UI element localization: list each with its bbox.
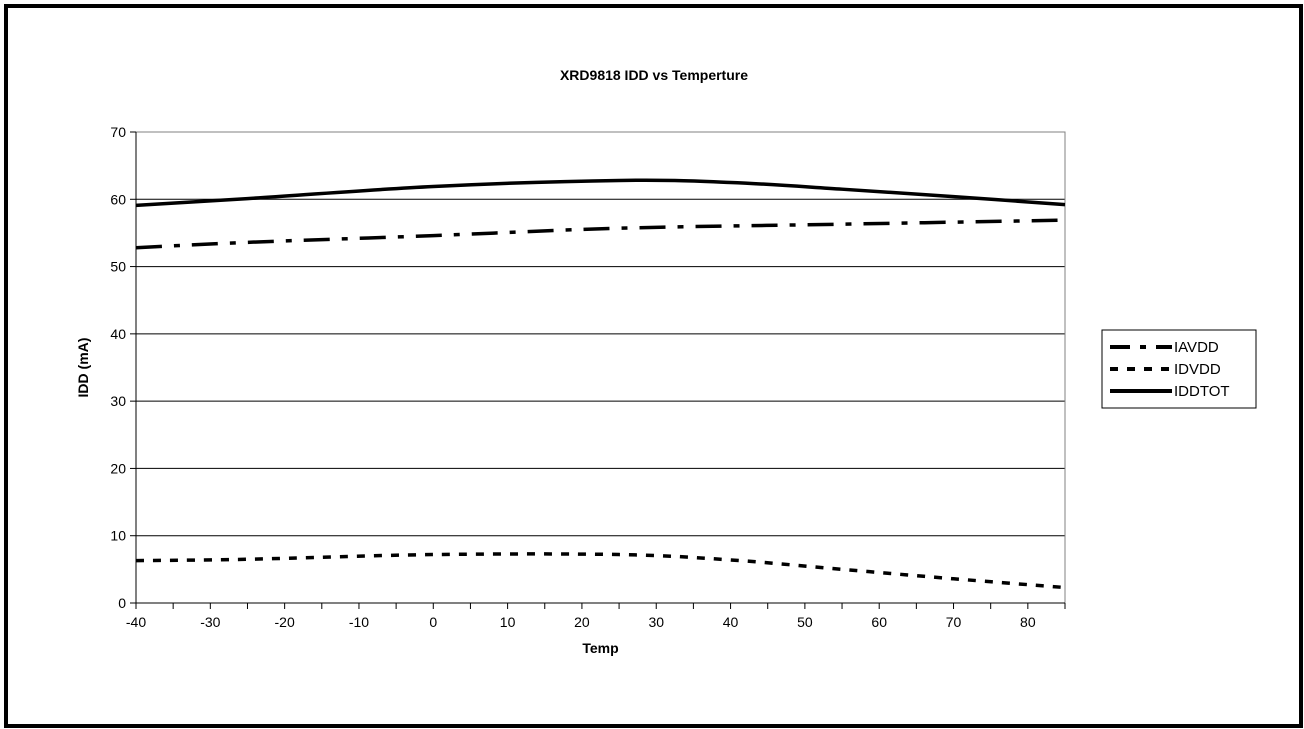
legend: IAVDD IDVDD IDDTOT — [1101, 329, 1257, 409]
x-tick-label: -10 — [349, 614, 369, 630]
y-tick-label: 50 — [110, 259, 126, 275]
x-tick-label: 0 — [429, 614, 437, 630]
x-tick-label: 80 — [1020, 614, 1036, 630]
y-tick-label: 10 — [110, 528, 126, 544]
chart-title: XRD9818 IDD vs Temperture — [560, 67, 748, 83]
plot-area — [135, 131, 1066, 604]
series-lines — [135, 178, 1066, 590]
legend-label: IDVDD — [1174, 361, 1221, 378]
x-tick-label: 60 — [871, 614, 887, 630]
y-tick-label: 70 — [110, 124, 126, 140]
x-axis-title: Temp — [582, 640, 618, 656]
series-line-iavdd — [135, 218, 1066, 250]
chart-frame: XRD9818 IDD vs Temperture 0 10 20 30 40 50 60 7… — [4, 4, 1303, 728]
x-tick-label: 40 — [723, 614, 739, 630]
legend-label: IDDTOT — [1174, 383, 1230, 400]
x-tick-label: -20 — [275, 614, 295, 630]
axes: 0 10 20 30 40 50 60 70 -40 -30 -20 -10 0 10 20 30 40 50 60… — [110, 124, 1066, 630]
x-tick-label: 10 — [500, 614, 516, 630]
y-tick-label: 40 — [110, 326, 126, 342]
x-tick-label: 50 — [797, 614, 813, 630]
legend-label: IAVDD — [1174, 339, 1219, 356]
y-tick-label: 30 — [110, 393, 126, 409]
y-axis-title: IDD (mA) — [75, 338, 91, 398]
chart-svg: XRD9818 IDD vs Temperture 0 10 20 30 40 50 60 7… — [75, 67, 1257, 656]
x-tick-label: -30 — [200, 614, 220, 630]
x-tick-label: 70 — [946, 614, 962, 630]
series-line-iddtot — [135, 178, 1066, 208]
x-tick-label: -40 — [126, 614, 146, 630]
y-tick-label: 20 — [110, 460, 126, 476]
x-tick-label: 30 — [648, 614, 664, 630]
y-tick-label: 0 — [118, 595, 126, 611]
grid-lines — [136, 131, 1065, 537]
x-tick-label: 20 — [574, 614, 590, 630]
series-line-idvdd — [135, 552, 1066, 590]
y-tick-label: 60 — [110, 191, 126, 207]
